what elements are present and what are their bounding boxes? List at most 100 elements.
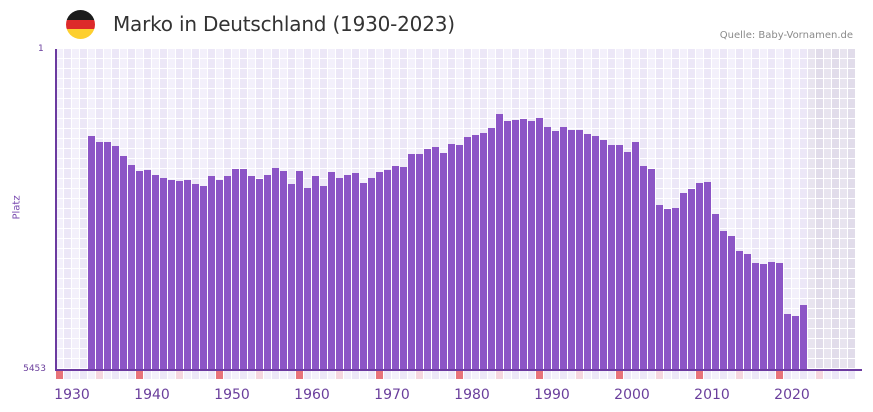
- bar-2012[interactable]: [712, 214, 719, 369]
- bar-1962[interactable]: [312, 176, 319, 369]
- bar-1949[interactable]: [208, 176, 215, 369]
- bar-1959[interactable]: [288, 184, 295, 369]
- bar-1937[interactable]: [112, 146, 119, 369]
- bar-1951[interactable]: [224, 176, 231, 369]
- bar-1988[interactable]: [520, 119, 527, 369]
- bar-1994[interactable]: [568, 130, 575, 369]
- bar-1965[interactable]: [336, 178, 343, 369]
- bar-1961[interactable]: [304, 188, 311, 369]
- bar-1992[interactable]: [552, 131, 559, 369]
- bar-1966[interactable]: [344, 175, 351, 369]
- bar-1985[interactable]: [496, 113, 503, 369]
- bar-1960[interactable]: [296, 171, 303, 369]
- bar-2020[interactable]: [776, 263, 783, 369]
- bar-2023[interactable]: [800, 304, 807, 369]
- bar-1956[interactable]: [264, 175, 271, 369]
- bar-1999[interactable]: [608, 145, 615, 369]
- bar-1996[interactable]: [584, 134, 591, 369]
- bar-1954[interactable]: [248, 176, 255, 369]
- bar-1997[interactable]: [592, 136, 599, 369]
- bar-1964[interactable]: [328, 172, 335, 369]
- bar-2017[interactable]: [752, 263, 759, 369]
- bar-1972[interactable]: [392, 165, 399, 369]
- bar-1934[interactable]: [88, 136, 95, 369]
- bar-2021[interactable]: [784, 314, 791, 369]
- bar-1981[interactable]: [464, 136, 471, 369]
- bar-2005[interactable]: [656, 205, 663, 369]
- bar-1971[interactable]: [384, 170, 391, 369]
- bar-1978[interactable]: [440, 153, 447, 369]
- bar-2016[interactable]: [744, 254, 751, 369]
- year-cell: [584, 371, 591, 379]
- bar-1975[interactable]: [416, 154, 423, 369]
- bar-2007[interactable]: [672, 208, 679, 369]
- bar-2000[interactable]: [616, 145, 623, 369]
- bar-1946[interactable]: [184, 180, 191, 369]
- year-cell: [328, 371, 335, 379]
- bar-1945[interactable]: [176, 181, 183, 369]
- bar-1942[interactable]: [152, 175, 159, 369]
- bar-1968[interactable]: [360, 183, 367, 369]
- x-tick-label: 2000: [614, 387, 650, 403]
- bar-2009[interactable]: [688, 189, 695, 369]
- bar-2015[interactable]: [736, 250, 743, 369]
- bar-2019[interactable]: [768, 262, 775, 369]
- bar-1936[interactable]: [104, 142, 111, 369]
- bar-1940[interactable]: [136, 171, 143, 369]
- bar-1977[interactable]: [432, 147, 439, 369]
- bar-2010[interactable]: [696, 183, 703, 369]
- x-tick-label: 1970: [374, 387, 410, 403]
- bar-2013[interactable]: [720, 231, 727, 369]
- bar-2018[interactable]: [760, 264, 767, 369]
- bar-2004[interactable]: [648, 169, 655, 369]
- bar-2006[interactable]: [664, 209, 671, 369]
- bar-1987[interactable]: [512, 120, 519, 369]
- bar-1944[interactable]: [168, 180, 175, 369]
- bar-1980[interactable]: [456, 145, 463, 369]
- bar-1943[interactable]: [160, 178, 167, 369]
- bar-1953[interactable]: [240, 169, 247, 369]
- bar-2008[interactable]: [680, 192, 687, 369]
- bar-1969[interactable]: [368, 178, 375, 369]
- bar-1983[interactable]: [480, 133, 487, 369]
- bar-1973[interactable]: [400, 166, 407, 369]
- bar-1938[interactable]: [120, 156, 127, 369]
- bar-1967[interactable]: [352, 173, 359, 369]
- bar-1986[interactable]: [504, 121, 511, 369]
- bar-2001[interactable]: [624, 152, 631, 369]
- bar-2003[interactable]: [640, 165, 647, 369]
- year-cell: [320, 371, 327, 379]
- bar-1995[interactable]: [576, 130, 583, 369]
- bar-1957[interactable]: [272, 167, 279, 369]
- bar-1939[interactable]: [128, 164, 135, 369]
- bar-1947[interactable]: [192, 184, 199, 369]
- year-cell: [440, 371, 447, 379]
- bar-2002[interactable]: [632, 142, 639, 369]
- year-cell: [240, 371, 247, 379]
- bar-1948[interactable]: [200, 186, 207, 369]
- year-cell: [576, 371, 583, 379]
- bar-1935[interactable]: [96, 142, 103, 369]
- bar-1989[interactable]: [528, 121, 535, 369]
- bar-1952[interactable]: [232, 169, 239, 369]
- bar-1963[interactable]: [320, 186, 327, 369]
- bar-1955[interactable]: [256, 179, 263, 369]
- bar-1984[interactable]: [488, 128, 495, 369]
- bar-1991[interactable]: [544, 127, 551, 369]
- bar-2011[interactable]: [704, 182, 711, 369]
- year-cell: [448, 371, 455, 379]
- year-cell: [304, 371, 311, 379]
- bar-1941[interactable]: [144, 170, 151, 369]
- bar-2022[interactable]: [792, 316, 799, 369]
- bar-1970[interactable]: [376, 172, 383, 369]
- bar-1979[interactable]: [448, 144, 455, 369]
- bar-2014[interactable]: [728, 236, 735, 369]
- bar-1998[interactable]: [600, 139, 607, 369]
- bar-1990[interactable]: [536, 118, 543, 369]
- bar-1982[interactable]: [472, 135, 479, 369]
- bar-1950[interactable]: [216, 180, 223, 369]
- bar-1974[interactable]: [408, 154, 415, 369]
- bar-1993[interactable]: [560, 127, 567, 369]
- bar-1958[interactable]: [280, 171, 287, 369]
- bar-1976[interactable]: [424, 149, 431, 369]
